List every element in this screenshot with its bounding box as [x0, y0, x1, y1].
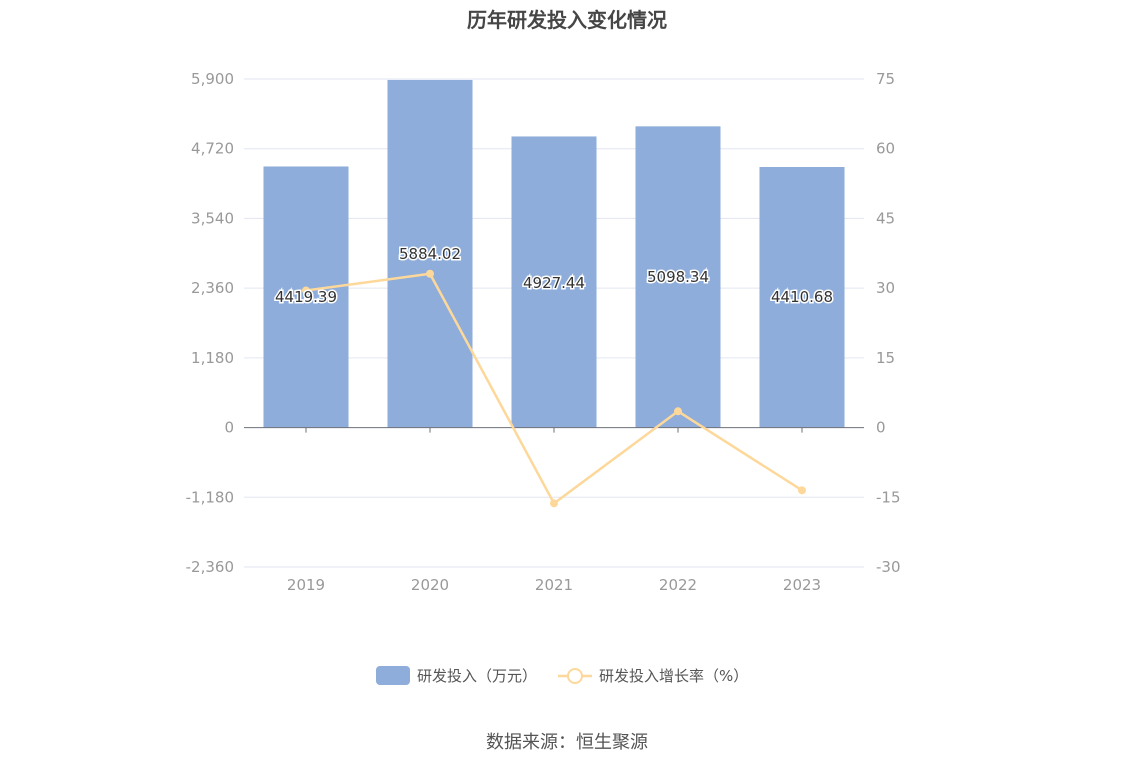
bar	[387, 79, 473, 428]
line-point	[550, 499, 558, 508]
y-right-tick-label: 0	[876, 419, 886, 437]
y-left-tick-label: 2,360	[191, 279, 234, 297]
legend-swatch-marker	[567, 668, 583, 684]
y-left-tick-label: -2,360	[186, 558, 234, 576]
line-series	[302, 269, 806, 508]
x-tick-label: 2020	[411, 576, 449, 594]
bar	[635, 126, 721, 428]
x-tick-label: 2023	[783, 576, 821, 594]
line-point	[426, 269, 434, 278]
y-axis-left: -2,360 -1,180 0 1,180 2,360 3,540 4,720 5,900	[186, 70, 234, 576]
bar-data-label: 4410.68	[771, 288, 833, 306]
chart-title: 历年研发投入变化情况	[467, 8, 667, 32]
bar	[263, 166, 349, 428]
legend-label-line: 研发投入增长率（%）	[599, 667, 748, 685]
y-right-tick-label: 45	[876, 209, 895, 227]
line-point	[674, 407, 682, 416]
y-right-tick-label: 15	[876, 349, 895, 367]
x-tick-label: 2022	[659, 576, 697, 594]
bar	[759, 166, 845, 428]
data-source: 数据来源：恒生聚源	[486, 732, 648, 753]
x-tick-label: 2021	[535, 576, 573, 594]
legend-label-bar: 研发投入（万元）	[417, 667, 537, 685]
legend-swatch-bar	[376, 666, 410, 685]
line-point	[798, 486, 806, 495]
bar-data-label: 5098.34	[647, 268, 709, 286]
bar	[511, 136, 597, 428]
x-tick-label: 2019	[287, 576, 325, 594]
bar-data-labels: 4419.39 5884.02 4927.44 5098.34 4410.68	[273, 244, 834, 308]
y-right-tick-label: 30	[876, 279, 895, 297]
y-right-tick-label: 75	[876, 70, 895, 88]
y-left-tick-label: 1,180	[191, 349, 234, 367]
bar-data-label: 4419.39	[275, 288, 337, 306]
y-right-tick-label: 60	[876, 140, 895, 158]
legend-item-line[interactable]: 研发投入增长率（%）	[558, 667, 748, 685]
bar-series	[263, 79, 845, 428]
y-left-tick-label: 0	[224, 419, 234, 437]
y-left-tick-label: 4,720	[191, 140, 234, 158]
y-right-tick-label: -30	[876, 558, 901, 576]
y-left-tick-label: -1,180	[186, 488, 234, 506]
line-point	[302, 286, 310, 295]
bar-data-label: 5884.02	[399, 245, 461, 263]
legend-item-bar[interactable]: 研发投入（万元）	[376, 666, 537, 685]
y-axis-right: -30 -15 0 15 30 45 60 75	[876, 70, 901, 576]
y-left-tick-label: 3,540	[191, 209, 234, 227]
y-left-tick-label: 5,900	[191, 70, 234, 88]
x-axis	[244, 427, 864, 433]
legend[interactable]: 研发投入（万元） 研发投入增长率（%）	[376, 666, 748, 685]
y-right-tick-label: -15	[876, 488, 901, 506]
x-axis-labels: 2019 2020 2021 2022 2023	[287, 576, 821, 594]
bar-data-label: 4927.44	[523, 274, 585, 292]
